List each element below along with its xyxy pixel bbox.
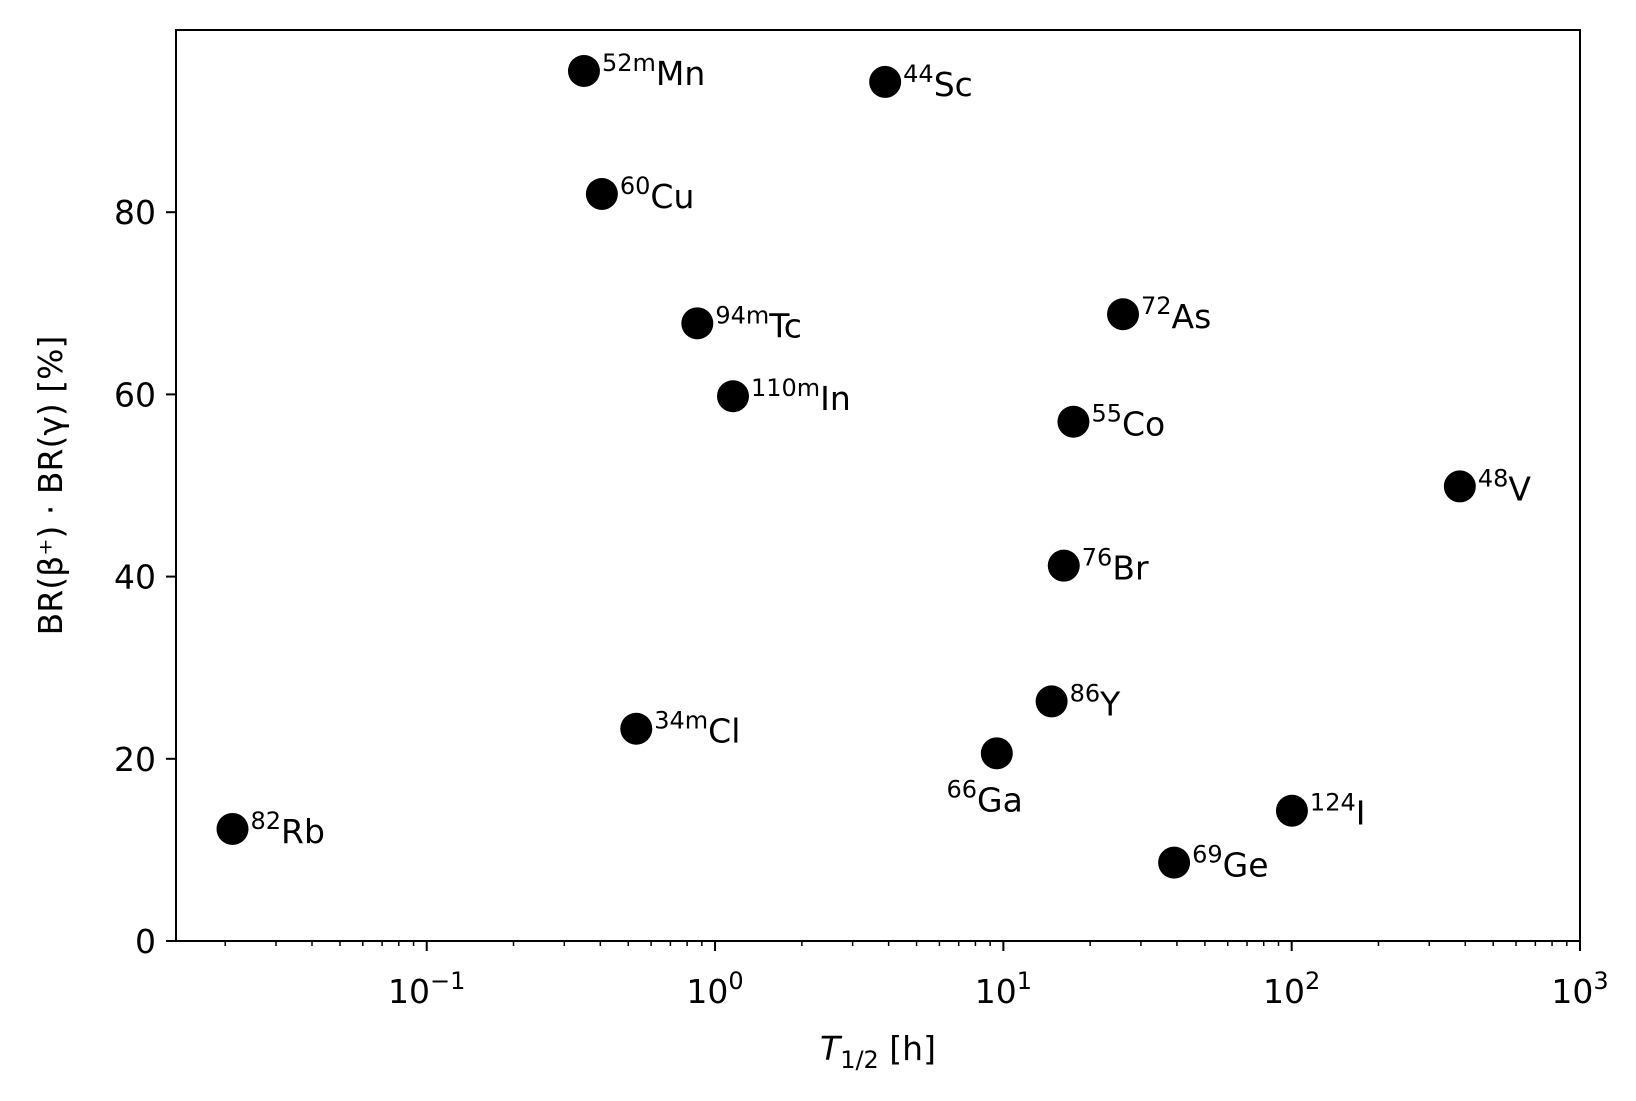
- point-label: 82Rb: [251, 807, 325, 851]
- data-point-48v: [1443, 470, 1476, 503]
- x-tick-label: 100: [686, 967, 743, 1011]
- plot-frame: [175, 29, 1581, 942]
- x-tick-label: 103: [1551, 967, 1608, 1011]
- data-point-86y: [1035, 685, 1068, 718]
- point-label: 69Ge: [1192, 841, 1268, 885]
- point-label: 94mTc: [715, 301, 802, 345]
- data-point-110min: [716, 380, 749, 413]
- point-label: 86Y: [1070, 679, 1122, 723]
- point-labels-layer: 82Rb 52mMn 60Cu 94mTc 110mIn 34mCl 44Sc 66Ga 86Y…: [251, 49, 1532, 885]
- data-point-44sc: [869, 65, 902, 98]
- data-point-60cu: [585, 177, 618, 210]
- data-point-55co: [1057, 405, 1090, 438]
- y-tick-label: 20: [114, 740, 156, 779]
- point-label: 76Br: [1082, 544, 1149, 588]
- data-point-124i: [1275, 794, 1308, 827]
- y-tick-label: 40: [114, 558, 156, 597]
- data-point-66ga: [980, 737, 1013, 770]
- y-tick-label: 0: [135, 922, 156, 961]
- ticks-layer: 10−1 100 101 102 103 0 20 40 60 80: [114, 193, 1609, 1011]
- point-label: 66Ga: [946, 775, 1022, 819]
- data-point-94mtc: [681, 307, 714, 340]
- data-point-52mmn: [567, 54, 600, 87]
- point-label: 52mMn: [602, 49, 705, 93]
- points-layer: [216, 54, 1476, 879]
- point-label: 34mCl: [654, 707, 740, 751]
- axis-titles: T1/2 [h] BR(β⁺) · BR(γ) [%]: [31, 336, 936, 1074]
- point-label: 48V: [1478, 464, 1532, 508]
- x-tick-label: 101: [975, 967, 1032, 1011]
- x-axis-label: T1/2 [h]: [820, 1029, 936, 1074]
- point-label: 44Sc: [903, 60, 973, 104]
- y-tick-label: 60: [114, 375, 156, 414]
- data-point-72as: [1107, 298, 1140, 331]
- point-label: 110mIn: [751, 374, 851, 418]
- y-axis-label: BR(β⁺) · BR(γ) [%]: [31, 336, 70, 636]
- point-label: 55Co: [1091, 400, 1165, 444]
- x-tick-label: 10−1: [388, 967, 465, 1011]
- point-label: 72As: [1141, 292, 1211, 336]
- data-point-34mcl: [620, 712, 653, 745]
- point-label: 124I: [1310, 789, 1366, 833]
- data-point-82rb: [216, 812, 249, 845]
- data-point-69ge: [1158, 846, 1191, 879]
- x-tick-label: 102: [1263, 967, 1320, 1011]
- y-tick-label: 80: [114, 193, 156, 232]
- point-label: 60Cu: [620, 172, 695, 216]
- data-point-76br: [1047, 549, 1080, 582]
